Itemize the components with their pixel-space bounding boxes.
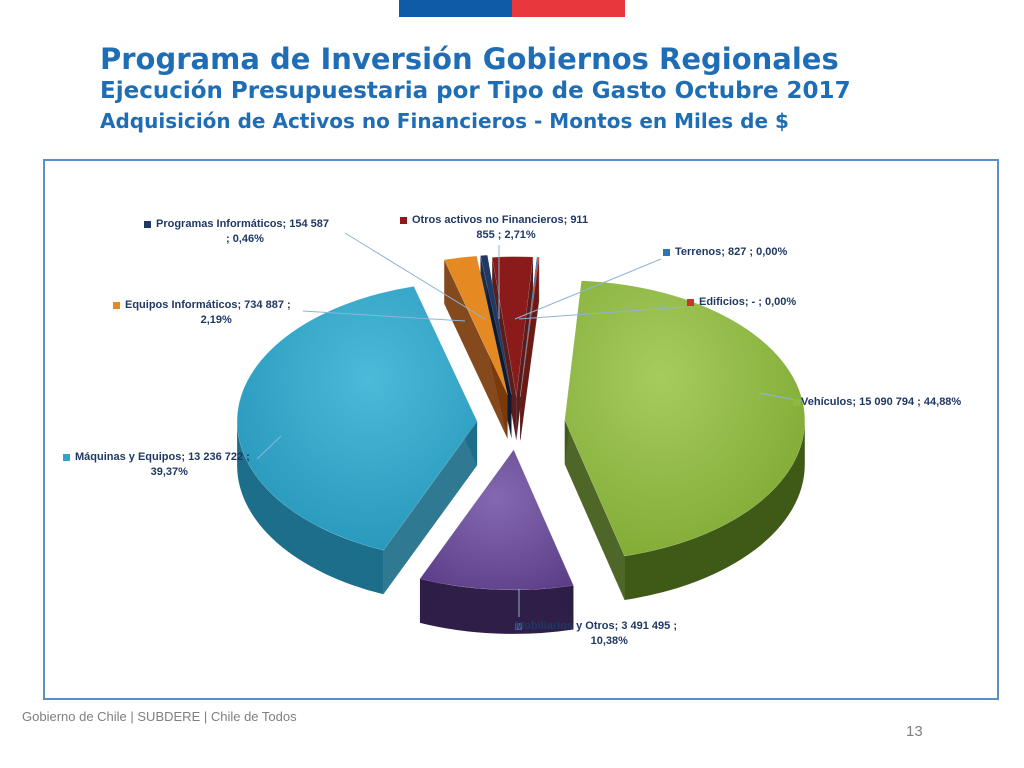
data-label-mobiliarios-y-otros: 10,38% bbox=[591, 635, 629, 647]
pie-slice-máquinas-y-equipos bbox=[236, 286, 478, 595]
top-accent-red bbox=[512, 0, 625, 17]
leader-line-terrenos bbox=[514, 258, 662, 320]
data-label-máquinas-y-equipos: 39,37% bbox=[151, 466, 189, 478]
data-label-mobiliarios-y-otros: Mobiliarios y Otros; 3 491 495 ; bbox=[515, 620, 677, 632]
data-label-otros-activos-no-financieros: 855 ; 2,71% bbox=[476, 229, 536, 241]
pie-slice-wall bbox=[564, 420, 625, 600]
page-subtitle-2: Adquisición de Activos no Financieros - … bbox=[100, 109, 789, 133]
legend-marker-máquinas-y-equipos bbox=[63, 454, 70, 461]
pie-chart: Vehículos; 15 090 794 ; 44,88% Mobiliario… bbox=[63, 214, 961, 647]
leader-line-edificios bbox=[518, 306, 686, 320]
leader-line-programas-informáticos bbox=[344, 232, 486, 320]
data-label-programas-informáticos: Programas Informáticos; 154 587 bbox=[156, 218, 329, 230]
pie-slice-wall bbox=[520, 257, 540, 441]
data-label-terrenos: Terrenos; 827 ; 0,00% bbox=[675, 246, 788, 258]
data-label-equipos-informáticos: 2,19% bbox=[201, 314, 232, 326]
page-title: Programa de Inversión Gobiernos Regional… bbox=[100, 42, 839, 76]
legend-marker-equipos-informáticos bbox=[113, 302, 120, 309]
pie-slice-side bbox=[419, 578, 574, 634]
data-label-programas-informáticos: ; 0,46% bbox=[226, 233, 264, 245]
legend-marker-otros-activos-no-financieros bbox=[400, 217, 407, 224]
data-label-máquinas-y-equipos: Máquinas y Equipos; 13 236 722 ; bbox=[75, 451, 250, 463]
data-label-equipos-informáticos: Equipos Informáticos; 734 887 ; bbox=[125, 299, 291, 311]
page-subtitle: Ejecución Presupuestaria por Tipo de Gas… bbox=[100, 78, 851, 104]
legend-marker-terrenos bbox=[663, 249, 670, 256]
pie-slice-equipos-informáticos bbox=[443, 255, 508, 439]
pie-slice-side bbox=[237, 421, 384, 595]
page-number: 13 bbox=[906, 723, 923, 740]
legend-marker-programas-informáticos bbox=[144, 221, 151, 228]
footer-text: Gobierno de Chile | SUBDERE | Chile de T… bbox=[22, 709, 297, 724]
pie-slice-top bbox=[419, 449, 574, 591]
pie-slice-side bbox=[624, 420, 805, 600]
leader-line-máquinas-y-equipos bbox=[256, 435, 282, 460]
pie-slice-top bbox=[520, 256, 540, 397]
pie-slice-top bbox=[443, 255, 508, 395]
pie-slice-top bbox=[491, 256, 534, 397]
legend-marker-vehículos bbox=[793, 399, 800, 406]
data-label-vehículos: Vehículos; 15 090 794 ; 44,88% bbox=[801, 396, 961, 408]
pie-slice-top bbox=[564, 280, 806, 557]
pie-slice-wall bbox=[444, 259, 508, 439]
data-label-otros-activos-no-financieros: Otros activos no Financieros; 911 bbox=[412, 214, 588, 226]
pie-slice-wall bbox=[383, 421, 478, 595]
pie-slice-mobiliarios-y-otros bbox=[419, 449, 574, 634]
top-accent-blue bbox=[399, 0, 512, 17]
pie-slice-top bbox=[236, 286, 478, 551]
pie-slice-top bbox=[519, 256, 539, 397]
legend-marker-mobiliarios-y-otros bbox=[515, 623, 522, 630]
pie-slice-vehículos bbox=[564, 280, 806, 600]
chart-frame: Vehículos; 15 090 794 ; 44,88% Mobiliario… bbox=[43, 159, 999, 700]
data-label-edificios: Edificios; - ; 0,00% bbox=[699, 296, 796, 308]
leader-line-equipos-informáticos bbox=[302, 310, 466, 322]
legend-marker-edificios bbox=[687, 299, 694, 306]
pie-slice-top bbox=[480, 254, 512, 395]
pie-slice-edificios bbox=[520, 256, 540, 441]
